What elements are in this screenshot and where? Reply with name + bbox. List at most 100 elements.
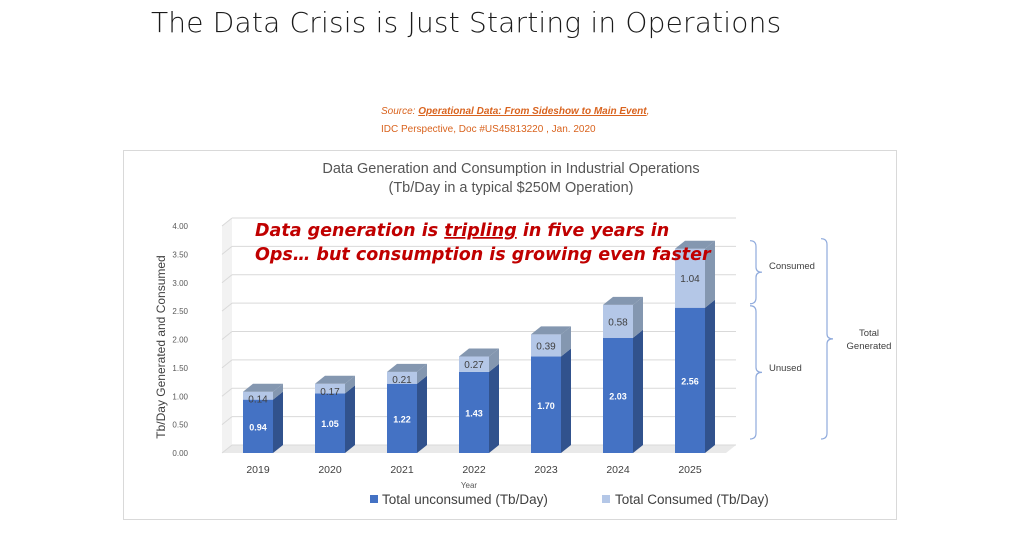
brace-unused (749, 305, 763, 440)
x-tick-label: 2024 (606, 464, 630, 476)
data-label-unconsumed: 1.70 (537, 401, 555, 411)
chart-container: Data Generation and Consumption in Indus… (123, 150, 897, 520)
source-citation: Source: Operational Data: From Sideshow … (381, 103, 649, 139)
bar-unconsumed (531, 356, 561, 453)
y-axis-ticks: 0.00 0.50 1.00 1.50 2.00 2.50 3.00 3.50 4.00 (172, 222, 188, 458)
data-label-consumed: 0.39 (536, 341, 556, 352)
data-label-unconsumed: 1.22 (393, 414, 411, 424)
bar-top (675, 240, 715, 249)
bar-unconsumed (315, 393, 345, 453)
x-tick-label: 2022 (462, 464, 486, 476)
annotation-line-1-post: in five years in (517, 221, 669, 241)
bar-top (387, 363, 427, 372)
bar-unconsumed-side (705, 299, 715, 453)
brace-label-unused: Unused (769, 363, 802, 374)
y-tick-label: 1.50 (172, 364, 188, 373)
gridline-diagonal (221, 359, 233, 369)
bar-consumed-side (345, 375, 355, 394)
data-label-consumed: 0.27 (464, 360, 484, 371)
y-tick-label: 1.00 (172, 392, 188, 401)
y-tick-label: 3.50 (172, 250, 188, 259)
gridline-diagonal (221, 331, 233, 340)
y-tick-label: 2.00 (172, 336, 188, 345)
bar-consumed-side (489, 348, 499, 372)
brace-label-total-1: Total (859, 328, 879, 339)
brace-consumed (749, 240, 763, 305)
data-label-consumed: 0.14 (248, 395, 268, 406)
bar-unconsumed-side (417, 375, 427, 453)
chart-subtitle: (Tb/Day in a typical $250M Operation) (389, 180, 634, 196)
gridline-diagonal (221, 444, 233, 454)
y-tick-label: 4.00 (172, 222, 188, 231)
gridline-diagonal (221, 302, 233, 312)
source-line-2: IDC Perspective, Doc #US45813220 , Jan. … (381, 124, 596, 135)
bar-consumed (315, 383, 345, 394)
bar-unconsumed (603, 337, 633, 453)
legend: Total unconsumed (Tb/Day) Total Consumed… (370, 492, 769, 507)
data-label-unconsumed: 2.03 (609, 391, 627, 401)
gridline-diagonal (221, 416, 233, 426)
bar-unconsumed (243, 399, 273, 453)
bar-unconsumed-side (489, 363, 499, 453)
source-suffix: , (646, 106, 650, 117)
legend-label-consumed: Total Consumed (Tb/Day) (615, 492, 769, 507)
annotation-line-1: Data generation is tripling in five year… (255, 221, 669, 241)
bar-unconsumed (675, 307, 705, 453)
data-label-unconsumed: 1.05 (321, 419, 339, 429)
annotation-line-1-pre: Data generation is (255, 221, 444, 241)
bar-consumed-side (705, 240, 715, 308)
y-tick-label: 3.00 (172, 279, 188, 288)
data-label-unconsumed: 0.94 (249, 422, 267, 432)
legend-swatch-unconsumed (370, 495, 378, 503)
y-axis-label: Tb/Day Generated and Consumed (154, 255, 168, 438)
bar-top (603, 296, 643, 305)
y-tick-label: 0.00 (172, 449, 188, 458)
y-tick-label: 2.50 (172, 307, 188, 316)
braces (749, 238, 834, 440)
bar-consumed-side (633, 296, 643, 338)
bar-unconsumed-side (561, 348, 571, 453)
y-tick-label: 0.50 (172, 421, 188, 430)
x-axis-label: Year (461, 481, 478, 490)
data-label-consumed: 0.58 (608, 317, 628, 328)
bar-consumed (387, 371, 417, 384)
bar-unconsumed (387, 383, 417, 453)
brace-label-total-2: Generated (847, 341, 892, 352)
bar-consumed-side (417, 363, 427, 384)
bar-top (531, 326, 571, 335)
bar-consumed (459, 356, 489, 372)
legend-label-unconsumed: Total unconsumed (Tb/Day) (382, 492, 548, 507)
x-tick-label: 2019 (246, 464, 270, 476)
x-tick-label: 2021 (390, 464, 414, 476)
gridline-diagonal (221, 274, 233, 284)
bar-consumed-side (561, 326, 571, 357)
legend-swatch-consumed (602, 495, 610, 503)
gridline-diagonal (221, 387, 233, 397)
chart-title: Data Generation and Consumption in Indus… (322, 161, 699, 177)
source-prefix: Source: (381, 106, 419, 117)
data-label-unconsumed: 2.56 (681, 376, 699, 386)
gridline-diagonal (221, 245, 233, 255)
bar-consumed (603, 304, 633, 338)
bar-consumed-side (273, 383, 283, 400)
bar-top (459, 348, 499, 357)
bar-consumed (675, 248, 705, 308)
annotation-underlined-word: tripling (444, 221, 517, 241)
x-axis-ticks: 2019 2020 2021 2022 2023 2024 2025 (246, 464, 702, 476)
x-tick-label: 2025 (678, 464, 702, 476)
annotation-line-2: Ops… but consumption is growing even fas… (255, 245, 712, 265)
brace-total (820, 238, 834, 440)
data-label-consumed: 0.21 (392, 375, 412, 386)
slide-title: The Data Crisis is Just Starting in Oper… (151, 6, 782, 39)
data-label-unconsumed: 1.43 (465, 408, 483, 418)
bar-unconsumed-side (345, 385, 355, 453)
data-label-consumed: 1.04 (680, 274, 700, 285)
bar-unconsumed (459, 371, 489, 453)
bars: 0.94 0.14 1.05 0.17 1.22 0.21 1.43 0.27 1.70 0.39… (243, 240, 715, 453)
source-link[interactable]: Operational Data: From Sideshow to Main … (418, 106, 647, 117)
bar-top (315, 375, 355, 384)
x-tick-label: 2023 (534, 464, 558, 476)
gridline-diagonal (221, 217, 233, 227)
bar-consumed (243, 391, 273, 400)
bar-unconsumed-side (273, 391, 283, 453)
